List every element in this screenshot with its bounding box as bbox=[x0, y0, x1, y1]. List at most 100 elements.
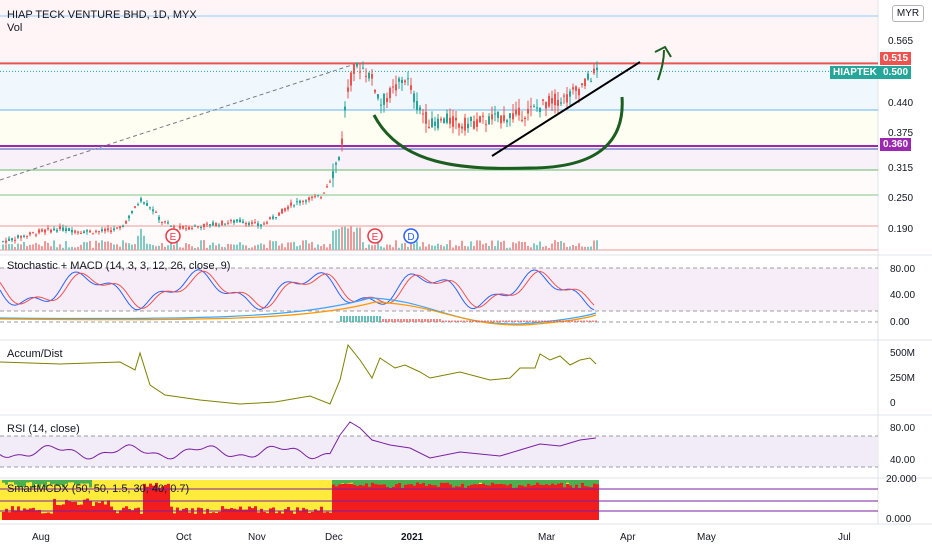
candle-body bbox=[515, 109, 517, 115]
volume-bar bbox=[359, 227, 361, 250]
smart-red-bar bbox=[53, 498, 56, 520]
candle-body bbox=[80, 232, 82, 234]
candle-body bbox=[197, 226, 199, 228]
smart-green-bar bbox=[581, 480, 584, 483]
smart-green-bar bbox=[428, 480, 431, 485]
macd-histogram-bar bbox=[484, 320, 486, 322]
smart-green-bar bbox=[578, 480, 581, 488]
stoch-tick: 0.00 bbox=[890, 317, 910, 328]
macd-histogram-bar bbox=[439, 319, 441, 322]
macd-histogram-bar bbox=[436, 319, 438, 322]
smart-tick: 20.000 bbox=[886, 474, 917, 485]
smart-green-bar bbox=[560, 480, 563, 483]
macd-histogram-bar bbox=[481, 320, 483, 322]
candle-body bbox=[437, 118, 439, 129]
candle-body bbox=[446, 113, 448, 123]
candle-body bbox=[308, 197, 310, 201]
candle-body bbox=[548, 95, 550, 107]
volume-bar bbox=[527, 245, 529, 250]
smart-red-bar bbox=[62, 504, 65, 520]
smart-red-bar bbox=[8, 512, 11, 520]
smart-green-bar bbox=[458, 480, 461, 487]
smart-tick: 0.000 bbox=[886, 514, 912, 525]
macd-histogram-bar bbox=[544, 320, 546, 322]
candle-body bbox=[296, 201, 298, 203]
currency-button[interactable]: MYR bbox=[892, 5, 924, 22]
volume-bar bbox=[233, 244, 235, 250]
candle-body bbox=[260, 224, 262, 227]
smart-red-bar bbox=[263, 511, 266, 520]
candle-body bbox=[5, 240, 7, 243]
smart-green-bar bbox=[443, 480, 446, 483]
smart-red-bar bbox=[212, 512, 215, 520]
macd-histogram-bar bbox=[430, 319, 432, 322]
volume-bar bbox=[551, 243, 553, 250]
stoch-macd-title: Stochastic + MACD (14, 3, 3, 12, 26, clo… bbox=[7, 260, 231, 272]
candle-body bbox=[401, 79, 403, 84]
smart-red-bar bbox=[341, 483, 344, 520]
candle-body bbox=[380, 104, 382, 106]
volume-bar bbox=[131, 244, 133, 250]
cup-pattern-curve bbox=[372, 96, 624, 170]
candle-body bbox=[524, 117, 526, 120]
volume-bar bbox=[125, 242, 127, 250]
stoch-tick: 40.00 bbox=[890, 290, 916, 301]
candle-body bbox=[164, 221, 166, 223]
candle-body bbox=[305, 200, 307, 202]
smart-green-bar bbox=[494, 480, 497, 485]
candle-body bbox=[287, 206, 289, 210]
macd-histogram-bar bbox=[472, 320, 474, 322]
volume-bar bbox=[68, 247, 70, 250]
candle-body bbox=[239, 219, 241, 223]
smart-green-bar bbox=[590, 480, 593, 488]
candle-body bbox=[326, 186, 328, 188]
macd-histogram-bar bbox=[568, 320, 570, 322]
smart-red-bar bbox=[2, 512, 5, 520]
candle-body bbox=[209, 224, 211, 226]
macd-histogram-bar bbox=[373, 316, 375, 322]
candle-body bbox=[95, 230, 97, 232]
candle-body bbox=[173, 226, 175, 228]
macd-histogram-bar bbox=[592, 320, 594, 322]
breakout-arrow-shaft bbox=[657, 49, 665, 81]
smart-green-bar bbox=[533, 480, 536, 485]
volume-bar bbox=[95, 240, 97, 250]
candle-body bbox=[572, 87, 574, 90]
volume-bar bbox=[260, 243, 262, 250]
trendline bbox=[491, 61, 641, 157]
smart-red-bar bbox=[248, 506, 251, 520]
smart-red-bar bbox=[38, 509, 41, 520]
candle-body bbox=[185, 228, 187, 230]
candle-body bbox=[203, 223, 205, 228]
accum-dist-title: Accum/Dist bbox=[7, 348, 63, 360]
volume-bar bbox=[536, 245, 538, 250]
volume-bar bbox=[596, 240, 598, 250]
volume-bar bbox=[110, 242, 112, 250]
smart-red-bar bbox=[131, 510, 134, 520]
candle-body bbox=[395, 84, 397, 91]
volume-bar bbox=[539, 241, 541, 250]
candle-body bbox=[302, 200, 304, 202]
smart-green-bar bbox=[557, 480, 560, 484]
smart-red-bar bbox=[392, 483, 395, 520]
volume-bar bbox=[326, 247, 328, 250]
smart-red-bar bbox=[140, 513, 143, 520]
candle-body bbox=[74, 230, 76, 233]
candle-body bbox=[551, 98, 553, 104]
smart-green-bar bbox=[554, 480, 557, 485]
smart-red-bar bbox=[278, 511, 281, 520]
smart-red-bar bbox=[188, 512, 191, 520]
macd-histogram-bar bbox=[535, 320, 537, 322]
volume-bar bbox=[395, 240, 397, 250]
smart-green-bar bbox=[32, 480, 35, 488]
candle-body bbox=[383, 93, 385, 105]
smart-red-bar bbox=[83, 499, 86, 520]
candle-body bbox=[461, 126, 463, 129]
volume-bar bbox=[275, 241, 277, 250]
volume-bar bbox=[470, 241, 472, 250]
candle-body bbox=[533, 106, 535, 108]
candle-body bbox=[137, 204, 139, 206]
smart-green-bar bbox=[47, 480, 50, 483]
volume-bar bbox=[569, 246, 571, 250]
smart-green-bar bbox=[521, 480, 524, 486]
